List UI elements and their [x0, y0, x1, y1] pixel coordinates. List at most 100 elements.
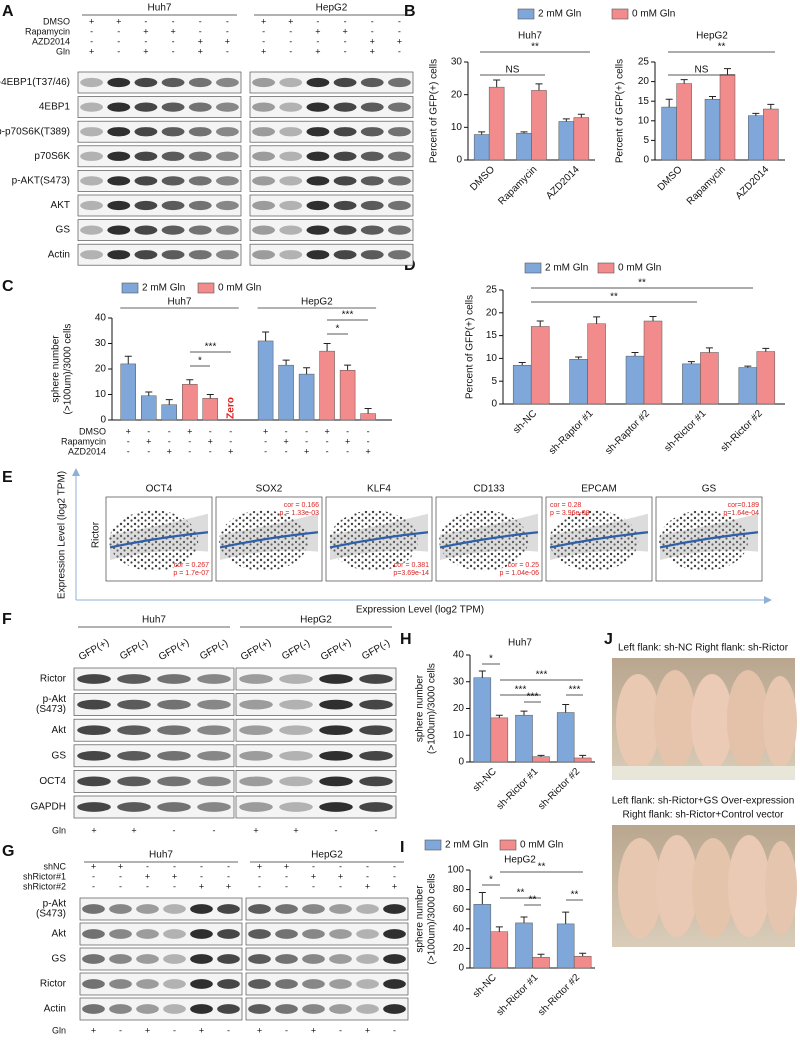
significance-label: *: [489, 875, 493, 886]
blot-band: [360, 250, 384, 260]
blot-band: [306, 200, 330, 211]
blot-band: [279, 77, 303, 88]
y-axis-label: (>100um)/3000 cells: [427, 663, 438, 754]
error-bar: [562, 911, 570, 924]
y-tick-label: 40: [95, 313, 107, 324]
legend-swatch: [499, 839, 517, 851]
condition-mark: +: [89, 16, 94, 26]
blot-band: [319, 699, 353, 710]
blot-band: [197, 674, 231, 684]
trend-line: [329, 531, 429, 549]
panel-label: E: [2, 469, 13, 486]
trend-line: [549, 531, 649, 549]
significance-label: *: [489, 654, 493, 665]
blot-band: [279, 750, 313, 761]
bar: [515, 714, 533, 763]
blot-band: [163, 929, 186, 939]
chart-title: Huh7: [508, 638, 532, 649]
error-bar: [206, 394, 214, 399]
panel-label: C: [2, 278, 14, 295]
x-tick-label: AZD2014: [734, 164, 772, 202]
blot-band: [197, 699, 231, 710]
column-label: GFP(-): [198, 638, 230, 663]
x-tick-label: sh-Rictor #1: [495, 972, 541, 1018]
blot-band: [329, 1004, 352, 1014]
correlation-coefficient: cor = 0.267: [174, 562, 209, 569]
confidence-band: [330, 513, 428, 560]
y-tick-label: 25: [638, 57, 650, 68]
bar: [719, 74, 736, 161]
blot-band: [356, 929, 379, 939]
condition-mark: -: [119, 881, 122, 891]
blot-band: [279, 102, 303, 112]
bar: [141, 395, 157, 421]
blot-band: [82, 929, 105, 939]
condition-mark: +: [365, 446, 370, 456]
condition-mark: -: [285, 871, 288, 881]
bar: [643, 320, 663, 405]
blot-band: [333, 77, 357, 88]
legend-swatch: [424, 839, 442, 851]
x-tick-label: AZD2014: [544, 164, 582, 202]
condition-mark: -: [258, 871, 261, 881]
blot-row-label: Akt: [52, 725, 67, 736]
error-bar: [323, 343, 331, 352]
bar: [556, 712, 575, 763]
legend-swatch: [121, 282, 139, 294]
blot-strip: [245, 972, 409, 996]
y-tick-label: 15: [638, 96, 650, 107]
condition-mark: -: [209, 446, 212, 456]
condition-mark: +: [304, 446, 309, 456]
error-bar: [680, 79, 688, 84]
blot-band: [80, 77, 103, 88]
confidence-band: [550, 513, 648, 560]
bar: [625, 355, 645, 405]
blot-band: [217, 979, 240, 989]
blot-band: [157, 699, 191, 710]
cell-line-header: HepG2: [316, 3, 348, 14]
error-bar: [577, 113, 585, 118]
panel-label: B: [404, 3, 416, 20]
y-axis-label: (>100um)/3000 cells: [63, 324, 74, 415]
condition-mark: -: [92, 871, 95, 881]
condition-mark: -: [289, 46, 292, 56]
error-bar: [495, 926, 503, 932]
scatter-cloud: [549, 510, 639, 571]
condition-mark: +: [311, 871, 316, 881]
condition-mark: -: [398, 16, 401, 26]
blot-row-label: p-4EBP1(T37/46): [0, 77, 70, 88]
condition-mark: -: [346, 426, 349, 436]
scatter-cloud: [659, 510, 749, 571]
blot-band: [248, 954, 271, 964]
error-bar: [575, 356, 583, 360]
blot-row-label: AKT: [51, 200, 70, 211]
trend-line: [219, 531, 319, 549]
condition-mark: -: [213, 825, 216, 835]
scatter-cloud: [219, 510, 309, 571]
condition-mark: -: [146, 861, 149, 871]
condition-mark: -: [226, 16, 229, 26]
blot-band: [248, 904, 271, 914]
blot-band: [80, 200, 103, 211]
condition-label: AZD2014: [32, 36, 70, 46]
blot-row-label: 4EBP1: [39, 102, 71, 113]
blot-band: [77, 776, 111, 787]
panel-title: EPCAM: [581, 484, 617, 495]
correlation-coefficient: cor = 0.28: [550, 502, 581, 509]
blot-band: [216, 127, 239, 137]
condition-label: Gln: [52, 1025, 66, 1035]
blot-band: [136, 929, 159, 939]
condition-mark: -: [316, 36, 319, 46]
blot-band: [163, 904, 186, 914]
condition-mark: +: [91, 861, 96, 871]
error-bar: [535, 83, 543, 91]
condition-mark: -: [117, 36, 120, 46]
error-bar: [165, 399, 173, 405]
blot-band: [163, 954, 186, 964]
blot-band: [239, 776, 273, 787]
chart-title: HepG2: [504, 855, 536, 866]
blot-band: [360, 102, 384, 112]
y-tick-label: 0: [456, 155, 462, 166]
blot-row-label: GS: [52, 750, 67, 761]
blot-band: [107, 200, 131, 211]
